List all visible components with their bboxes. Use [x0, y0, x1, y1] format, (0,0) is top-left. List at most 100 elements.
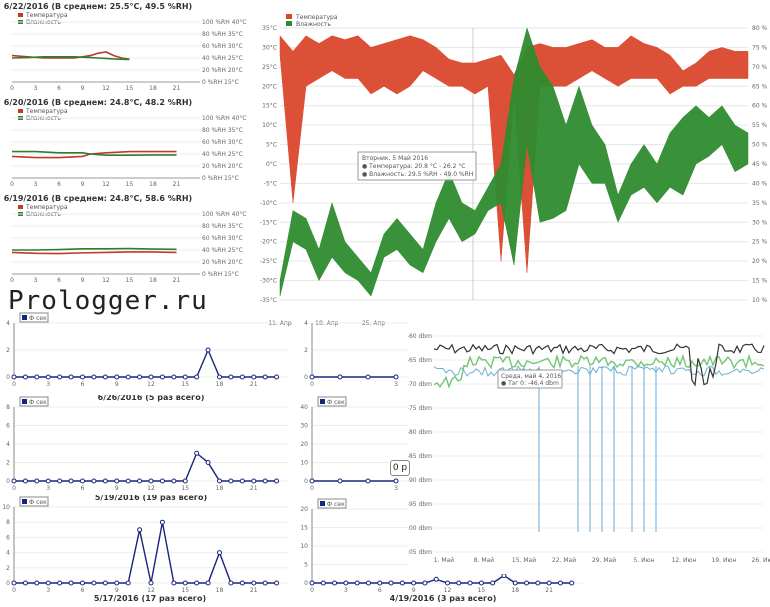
data-point: [22, 580, 28, 586]
legend-box: [19, 396, 49, 407]
data-point: [546, 580, 552, 586]
y-right-tick-label: 65 %: [752, 83, 768, 90]
count-chart-3: 5/19/2016 (19 раз всего) Ф сек 10 8 6 4 2 00 3 6 9…: [2, 495, 288, 603]
data-point: [171, 374, 177, 380]
y-tick-label: 40 %RH 25°C: [202, 151, 243, 158]
y-tick-label: 8: [6, 404, 10, 411]
y-left-tick-label: -10°C: [260, 200, 277, 207]
legend-label: Температура: [25, 204, 68, 211]
data-point: [205, 580, 211, 586]
data-point: [365, 580, 371, 586]
x-tick-label: 22. Май: [552, 557, 576, 564]
data-point: [182, 580, 188, 586]
data-point: [182, 374, 188, 380]
x-tick-label: 12: [444, 587, 452, 594]
x-tick-label: 15: [181, 381, 189, 388]
x-tick-label: 15. Май: [512, 557, 536, 564]
legend-label: Температура: [295, 14, 338, 21]
data-point: [377, 580, 383, 586]
y-tick-label: 60 %RH 30°C: [202, 235, 243, 242]
x-tick-label: 15: [126, 85, 134, 92]
tooltip-line: ● Влажность: 29.5 %RH - 49.0 %RH: [362, 171, 473, 178]
legend-label: Температура: [25, 12, 68, 19]
y-tick-label: 0: [304, 580, 308, 587]
x-tick-label: 9: [412, 587, 416, 594]
data-point: [217, 478, 222, 484]
y-tick-label: 8: [6, 519, 10, 526]
y-tick-label: 0: [6, 478, 10, 485]
mini-chart-3: 6/19/2016 (В среднем: 24.8°C, 58.6 %RH)Т…: [4, 194, 247, 284]
legend-box: [317, 498, 347, 509]
y-right-tick-label: 40 %: [752, 180, 768, 187]
data-point: [91, 580, 97, 586]
y-left-tick-label: -35°C: [260, 297, 277, 304]
y-tick-label: 0: [6, 580, 10, 587]
watermark-text: Prologger.ru: [8, 286, 208, 316]
data-point: [159, 519, 165, 525]
y-tick-label: 6: [6, 534, 10, 541]
x-tick-label: 21: [250, 587, 258, 594]
data-point: [228, 580, 234, 586]
x-tick-label: 8. Май: [474, 557, 494, 564]
y-tick-label: 0: [304, 478, 308, 485]
y-right-tick-label: 25 %: [752, 239, 768, 246]
data-point: [309, 478, 315, 484]
chart-title: 6/19/2016 (В среднем: 24.8°C, 58.6 %RH): [4, 194, 192, 203]
x-tick-label: 3: [46, 587, 50, 594]
data-point: [490, 580, 496, 586]
data-point: [535, 580, 541, 586]
x-tick-label: 6: [378, 587, 382, 594]
data-point: [332, 580, 338, 586]
y-tick-label: 5: [304, 562, 308, 569]
x-tick-label: 18: [511, 587, 519, 594]
data-point: [22, 478, 28, 484]
data-point: [194, 374, 200, 380]
x-tick-label: 0: [10, 181, 14, 188]
data-point: [320, 580, 326, 586]
legend-box: [19, 312, 49, 323]
data-point: [456, 580, 462, 586]
x-tick-label: 12: [102, 181, 110, 188]
data-point: [11, 478, 17, 484]
legend-swatch: [320, 399, 325, 404]
y-left-tick-label: 30°C: [262, 44, 277, 51]
data-point: [102, 374, 108, 380]
tooltip-title: Среда, май 4, 2016: [501, 373, 561, 380]
legend-swatch: [286, 14, 292, 19]
data-point: [102, 580, 108, 586]
data-point: [80, 580, 85, 586]
y-tick-label: 4: [6, 550, 10, 557]
data-point: [239, 580, 245, 586]
series-line-green: [433, 353, 765, 389]
legend-swatch: [320, 501, 325, 506]
y-tick-label: 10: [2, 504, 10, 511]
legend-label: Ф сек: [29, 499, 47, 506]
tooltip-line: ● Температура: 20.8 °C - 26.2 °C: [362, 163, 465, 170]
legend-swatch: [22, 399, 27, 404]
data-point: [337, 374, 343, 380]
y-tick-label: -85 dbm: [408, 453, 432, 460]
data-point: [57, 374, 63, 380]
series-line: [11, 55, 130, 61]
legend-label: Ф сек: [327, 399, 345, 406]
y-tick-label: 100 %RH 40°C: [202, 19, 246, 26]
legend-swatch: [286, 21, 292, 26]
x-tick-label: 19. Июн: [712, 557, 737, 564]
legend-swatch: [18, 13, 23, 17]
data-point: [159, 478, 165, 484]
x-tick-label: 12. Июн: [672, 557, 697, 564]
data-point: [194, 450, 200, 456]
x-tick-label: 6: [81, 485, 85, 492]
data-point: [309, 374, 315, 380]
y-tick-label: 0 %RH 15°C: [202, 79, 239, 86]
y-left-tick-label: 20°C: [262, 83, 277, 90]
data-point: [137, 527, 143, 533]
chart-title: 6/26/2016 (5 раз всего): [98, 395, 205, 402]
data-point: [80, 374, 85, 380]
x-tick-label: 21: [173, 181, 181, 188]
x-tick-label: 6: [57, 277, 61, 284]
data-point: [393, 478, 399, 484]
y-right-tick-label: 70 %: [752, 64, 768, 71]
data-point: [501, 573, 507, 579]
main-tooltip: Вторник, 5 Май 2016● Температура: 20.8 °…: [357, 151, 477, 181]
